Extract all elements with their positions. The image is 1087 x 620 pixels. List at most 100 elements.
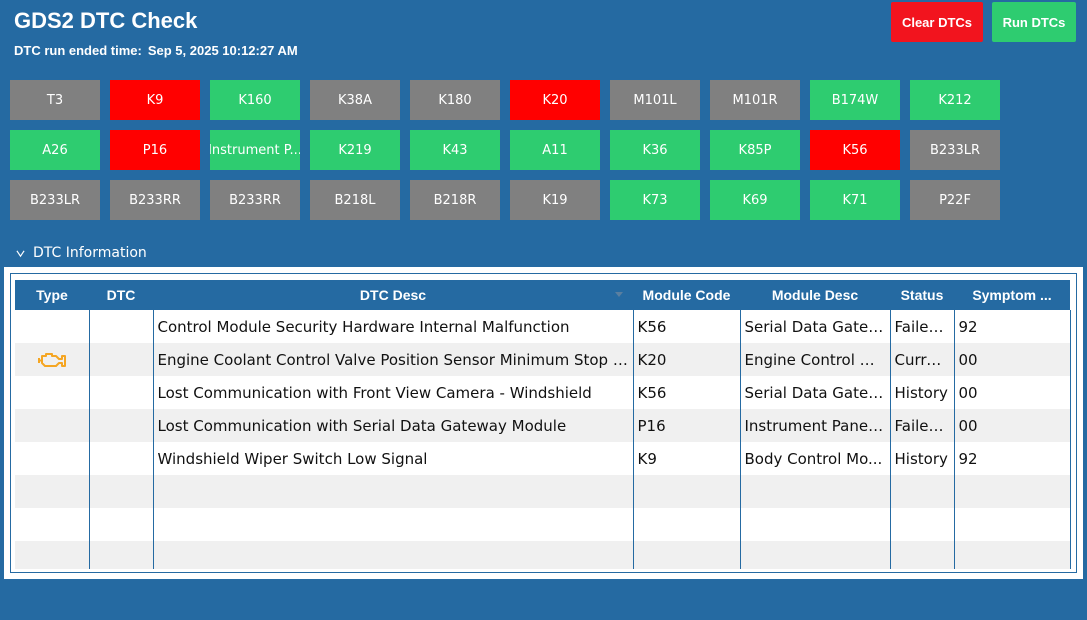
- column-header[interactable]: Module Desc: [740, 280, 890, 310]
- module-button[interactable]: B218L: [310, 180, 400, 220]
- column-header[interactable]: Module Code: [633, 280, 740, 310]
- type-cell: [15, 409, 90, 442]
- cell-module-desc: Serial Data Gatew...: [740, 376, 891, 409]
- column-header-label: DTC: [106, 287, 136, 303]
- table-row-empty: [15, 508, 1071, 541]
- empty-cell: [89, 475, 154, 508]
- module-button[interactable]: K73: [610, 180, 700, 220]
- module-button[interactable]: P16: [110, 130, 200, 170]
- cell-module-code: K56: [633, 376, 741, 409]
- empty-cell: [153, 541, 634, 569]
- dtc-table-frame: Type DTC DTC Desc Module Code Module Desc Sta…: [10, 273, 1077, 573]
- empty-cell: [740, 541, 891, 569]
- empty-cell: [89, 508, 154, 541]
- empty-cell: [740, 508, 891, 541]
- module-button[interactable]: K180: [410, 80, 500, 120]
- cell-dtc: [89, 376, 154, 409]
- cell-dtc: [89, 343, 154, 376]
- chevron-down-icon: [16, 249, 25, 257]
- module-button[interactable]: M101R: [710, 80, 800, 120]
- empty-cell: [954, 475, 1071, 508]
- column-header[interactable]: Symptom ...: [954, 280, 1070, 310]
- cell-status: Failed...: [890, 409, 955, 442]
- table-row[interactable]: Lost Communication with Front View Camer…: [15, 376, 1071, 409]
- module-grid: T3 K9 K160 K38A K180 K20 M101L M101R B174W K212 A2…: [10, 80, 1010, 220]
- clear-dtcs-button[interactable]: Clear DTCs: [891, 2, 983, 42]
- empty-cell: [890, 475, 955, 508]
- module-button[interactable]: K69: [710, 180, 800, 220]
- module-button[interactable]: B233LR: [910, 130, 1000, 170]
- module-button[interactable]: P22F: [910, 180, 1000, 220]
- empty-cell: [890, 508, 955, 541]
- module-button[interactable]: Instrument P...: [210, 130, 300, 170]
- type-cell: [15, 376, 90, 409]
- table-body: Control Module Security Hardware Interna…: [15, 310, 1071, 569]
- column-header[interactable]: DTC: [89, 280, 153, 310]
- dtc-info-header[interactable]: DTC Information: [16, 245, 147, 261]
- column-header[interactable]: DTC Desc: [153, 280, 633, 310]
- module-button[interactable]: K9: [110, 80, 200, 120]
- cell-symptom: 00: [954, 409, 1071, 442]
- table-row[interactable]: Lost Communication with Serial Data Gate…: [15, 409, 1071, 442]
- cell-dtc: [89, 310, 154, 343]
- table-row-empty: [15, 475, 1071, 508]
- column-header[interactable]: Status: [890, 280, 954, 310]
- run-dtcs-button[interactable]: Run DTCs: [992, 2, 1076, 42]
- engine-icon: [37, 352, 66, 367]
- column-header-label: Symptom ...: [972, 287, 1052, 303]
- empty-cell: [954, 508, 1071, 541]
- table-row[interactable]: Windshield Wiper Switch Low Signal K9 Body…: [15, 442, 1071, 475]
- cell-desc: Engine Coolant Control Valve Position Se…: [153, 343, 634, 376]
- module-button[interactable]: B233RR: [210, 180, 300, 220]
- cell-module-desc: Engine Control M...: [740, 343, 891, 376]
- module-button[interactable]: M101L: [610, 80, 700, 120]
- module-button[interactable]: A26: [10, 130, 100, 170]
- module-button[interactable]: K36: [610, 130, 700, 170]
- module-button[interactable]: B233LR: [10, 180, 100, 220]
- module-button[interactable]: K71: [810, 180, 900, 220]
- module-button[interactable]: K20: [510, 80, 600, 120]
- cell-symptom: 00: [954, 343, 1071, 376]
- dtc-table: Type DTC DTC Desc Module Code Module Desc Sta…: [15, 280, 1071, 569]
- module-button[interactable]: K19: [510, 180, 600, 220]
- cell-module-code: K56: [633, 310, 741, 343]
- cell-desc: Lost Communication with Serial Data Gate…: [153, 409, 634, 442]
- module-button[interactable]: T3: [10, 80, 100, 120]
- dtc-info-title: DTC Information: [33, 245, 147, 261]
- module-button[interactable]: K219: [310, 130, 400, 170]
- empty-cell: [153, 475, 634, 508]
- cell-module-code: K9: [633, 442, 741, 475]
- empty-cell: [633, 475, 741, 508]
- cell-module-desc: Instrument Panel ...: [740, 409, 891, 442]
- table-row[interactable]: Engine Coolant Control Valve Position Se…: [15, 343, 1071, 376]
- column-header[interactable]: Type: [15, 280, 89, 310]
- module-button[interactable]: K56: [810, 130, 900, 170]
- cell-desc: Lost Communication with Front View Camer…: [153, 376, 634, 409]
- type-cell: [15, 310, 90, 343]
- module-button[interactable]: B218R: [410, 180, 500, 220]
- module-button[interactable]: A11: [510, 130, 600, 170]
- cell-symptom: 92: [954, 442, 1071, 475]
- module-button[interactable]: K43: [410, 130, 500, 170]
- cell-symptom: 00: [954, 376, 1071, 409]
- empty-cell: [633, 541, 741, 569]
- sort-icon: [615, 292, 623, 297]
- cell-status: History: [890, 442, 955, 475]
- module-button[interactable]: K38A: [310, 80, 400, 120]
- column-header-label: Type: [36, 287, 68, 303]
- empty-cell: [890, 541, 955, 569]
- module-button[interactable]: K212: [910, 80, 1000, 120]
- module-button[interactable]: B174W: [810, 80, 900, 120]
- module-button[interactable]: K85P: [710, 130, 800, 170]
- cell-symptom: 92: [954, 310, 1071, 343]
- module-button[interactable]: K160: [210, 80, 300, 120]
- cell-status: Failed...: [890, 310, 955, 343]
- cell-dtc: [89, 409, 154, 442]
- column-header-label: DTC Desc: [359, 287, 427, 303]
- empty-cell: [153, 508, 634, 541]
- column-header-label: Status: [900, 287, 944, 303]
- table-row[interactable]: Control Module Security Hardware Interna…: [15, 310, 1071, 343]
- empty-cell: [740, 475, 891, 508]
- cell-module-desc: Body Control Mo...: [740, 442, 891, 475]
- module-button[interactable]: B233RR: [110, 180, 200, 220]
